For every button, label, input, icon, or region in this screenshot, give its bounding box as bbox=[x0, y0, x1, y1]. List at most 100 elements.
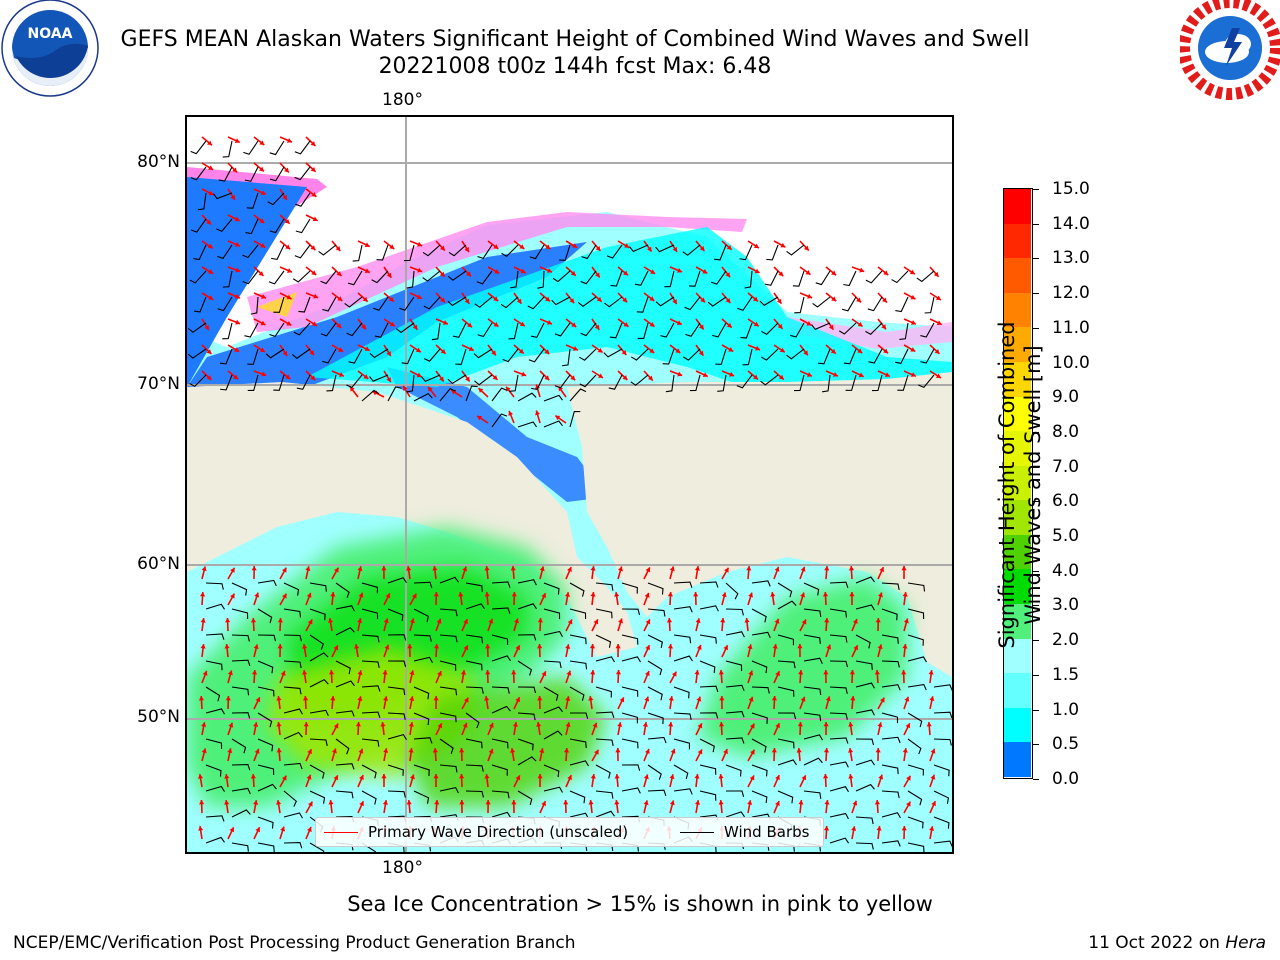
wind-barb bbox=[829, 786, 849, 793]
wind-barb bbox=[194, 296, 207, 313]
wind-barb bbox=[569, 712, 589, 719]
wave-direction-arrowhead bbox=[439, 376, 444, 382]
wave-direction-arrowhead bbox=[777, 323, 783, 329]
colorbar-segment bbox=[1004, 604, 1031, 640]
wave-direction-arrowhead bbox=[695, 618, 701, 624]
wave-direction-arrowhead bbox=[700, 297, 706, 303]
wave-direction-arrowhead bbox=[618, 618, 623, 624]
wave-direction-arrowhead bbox=[877, 722, 883, 728]
wave-direction-arrowhead bbox=[879, 567, 884, 573]
wave-direction-arrowhead bbox=[910, 320, 916, 325]
wind-barb bbox=[595, 686, 612, 698]
wind-barb-swatch bbox=[680, 832, 714, 833]
wave-direction-arrowhead bbox=[200, 592, 206, 597]
wind-barb bbox=[387, 712, 406, 720]
colorbar-tick-mark bbox=[1033, 431, 1039, 433]
wave-direction-arrowhead bbox=[547, 319, 553, 325]
wind-barb bbox=[580, 270, 597, 285]
wave-direction-arrowhead bbox=[233, 374, 239, 380]
wind-barb bbox=[688, 270, 701, 287]
wind-barb bbox=[352, 244, 363, 262]
wave-direction-arrowhead bbox=[382, 800, 388, 805]
colorbar-tick-mark bbox=[1033, 779, 1039, 780]
wind-barb bbox=[361, 738, 380, 747]
wave-direction-arrowhead bbox=[518, 348, 524, 354]
wind-barb bbox=[406, 374, 415, 393]
wind-barb bbox=[257, 686, 275, 697]
wave-direction-arrowhead bbox=[881, 324, 886, 330]
wind-barb bbox=[933, 764, 950, 777]
wind-barb bbox=[387, 790, 406, 798]
wave-direction-arrowhead bbox=[797, 722, 803, 727]
wave-direction-arrowhead bbox=[669, 566, 675, 572]
wind-barb bbox=[751, 660, 768, 674]
wave-direction-arrowhead bbox=[775, 723, 780, 729]
wind-barb bbox=[273, 296, 285, 313]
wind-barb bbox=[569, 760, 589, 767]
wave-direction-arrowhead bbox=[901, 826, 907, 831]
wind-barb bbox=[737, 296, 753, 311]
wind-barb bbox=[335, 605, 355, 612]
wind-barb bbox=[422, 244, 441, 257]
wave-direction-arrowhead bbox=[208, 165, 214, 170]
wave-direction-arrowhead bbox=[307, 619, 313, 625]
wave-direction-arrowhead bbox=[327, 618, 334, 623]
wind-barb bbox=[751, 738, 767, 753]
wind-barb bbox=[881, 582, 900, 591]
colorbar-tick-label: 3.0 bbox=[1052, 595, 1080, 616]
wave-direction-arrowhead bbox=[541, 671, 547, 677]
wave-direction-arrowhead bbox=[545, 244, 551, 250]
wind-barb bbox=[423, 348, 441, 362]
wind-barb bbox=[517, 634, 537, 641]
wind-barb bbox=[579, 374, 597, 388]
wave-direction-arrowhead bbox=[311, 270, 317, 276]
wave-direction-arrowhead bbox=[306, 774, 312, 780]
wind-barb bbox=[543, 686, 559, 701]
wind-barb bbox=[197, 192, 207, 211]
colorbar-segment bbox=[1004, 396, 1031, 432]
wind-barb bbox=[751, 764, 768, 777]
wind-barb bbox=[815, 270, 831, 286]
wave-direction-arrowhead bbox=[876, 826, 882, 831]
wave-direction-arrowhead bbox=[459, 748, 465, 753]
colorbar-title: Significant Height of Combined Wind Wave… bbox=[994, 315, 1046, 655]
wave-direction-arrowhead bbox=[875, 748, 881, 753]
wind-barb bbox=[387, 608, 404, 622]
wind-barb bbox=[292, 270, 311, 283]
wave-direction-arrowhead bbox=[439, 271, 445, 277]
wave-direction-arrowhead bbox=[826, 644, 832, 650]
wave-direction-arrowhead bbox=[617, 566, 623, 572]
wave-direction-arrowhead bbox=[308, 801, 313, 807]
arctic-region bbox=[187, 117, 952, 347]
wind-barb bbox=[335, 680, 355, 688]
wind-barb bbox=[231, 608, 249, 619]
wave-direction-arrowhead bbox=[823, 670, 829, 675]
wind-barb bbox=[283, 582, 300, 596]
wave-direction-arrowhead bbox=[206, 375, 212, 380]
wind-barb bbox=[647, 686, 663, 701]
wind-barb bbox=[699, 764, 717, 775]
wind-barb bbox=[439, 608, 458, 617]
wave-direction-arrowhead bbox=[753, 321, 759, 327]
wind-barb bbox=[309, 652, 329, 662]
wave-direction-arrowhead bbox=[478, 388, 484, 393]
wind-barb bbox=[777, 634, 794, 646]
wave-direction-arrowhead bbox=[310, 141, 316, 146]
wind-barb bbox=[413, 634, 432, 642]
wave-direction-arrowhead bbox=[877, 644, 883, 650]
wave-direction-arrowhead bbox=[805, 270, 811, 275]
wind-barb bbox=[777, 759, 797, 766]
wave-direction-arrowhead bbox=[513, 618, 519, 624]
wave-direction-arrowhead bbox=[350, 386, 355, 392]
chart-title: GEFS MEAN Alaskan Waters Significant Hei… bbox=[120, 27, 1030, 52]
wind-barb bbox=[647, 660, 663, 676]
wind-barb bbox=[803, 757, 823, 766]
wave-direction-arrowhead bbox=[642, 722, 648, 727]
wind-barb bbox=[387, 634, 407, 641]
wave-direction-arrowhead bbox=[282, 593, 287, 599]
wave-direction-arrowhead bbox=[230, 593, 235, 599]
wave-direction-arrowhead bbox=[797, 644, 803, 649]
wave-direction-arrowhead bbox=[235, 294, 240, 299]
wind-barb bbox=[216, 218, 233, 233]
wind-barb bbox=[401, 348, 415, 365]
